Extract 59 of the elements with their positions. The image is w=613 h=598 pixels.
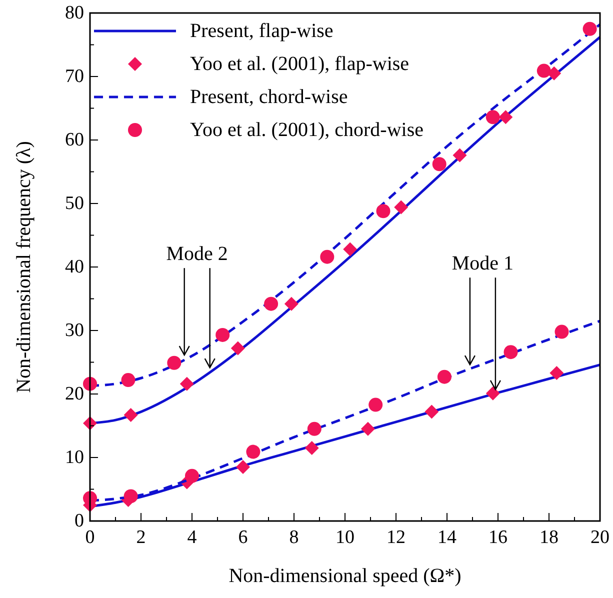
x-tick-label: 20 bbox=[590, 527, 610, 548]
x-tick-label: 4 bbox=[187, 527, 198, 548]
point bbox=[432, 157, 446, 172]
point bbox=[216, 328, 230, 342]
legend-label: Yoo et al. (2001), chord-wise bbox=[190, 119, 424, 141]
point bbox=[167, 356, 182, 370]
point bbox=[486, 110, 500, 124]
annotation: Mode 2 bbox=[166, 243, 228, 266]
x-tick-label: 16 bbox=[488, 527, 508, 548]
point bbox=[360, 422, 375, 436]
x-tick-label: 6 bbox=[238, 527, 248, 548]
y-tick-label: 70 bbox=[65, 66, 84, 87]
y-tick-label: 0 bbox=[74, 510, 84, 532]
x-tick-label: 18 bbox=[540, 527, 558, 548]
x-tick-label: 10 bbox=[336, 527, 354, 548]
point bbox=[236, 460, 250, 474]
point bbox=[486, 386, 500, 400]
legend-label: Yoo et al. (2001), flap-wise bbox=[190, 53, 410, 75]
point bbox=[376, 204, 390, 218]
point bbox=[284, 296, 298, 311]
point bbox=[582, 22, 597, 36]
point bbox=[304, 440, 319, 455]
point bbox=[320, 250, 334, 264]
y-tick-label: 30 bbox=[65, 320, 84, 341]
point bbox=[230, 341, 245, 356]
point bbox=[343, 242, 358, 256]
point bbox=[264, 296, 278, 311]
point bbox=[307, 422, 322, 436]
point bbox=[121, 373, 136, 388]
x-tick-label: 8 bbox=[289, 527, 299, 548]
point bbox=[394, 200, 408, 214]
point bbox=[368, 398, 383, 412]
x-tick-label: 14 bbox=[438, 527, 457, 548]
y-tick-label: 10 bbox=[65, 447, 84, 468]
point bbox=[536, 64, 551, 78]
point bbox=[498, 110, 513, 124]
point bbox=[437, 370, 452, 384]
y-tick-label: 50 bbox=[65, 193, 84, 214]
y-tick-label: 20 bbox=[65, 384, 84, 404]
point bbox=[554, 324, 569, 339]
x-axis-title: Non-dimensional speed (Ω*) bbox=[228, 565, 462, 587]
point bbox=[180, 376, 194, 391]
point bbox=[550, 366, 564, 380]
y-tick-label: 60 bbox=[65, 130, 84, 150]
point bbox=[246, 444, 260, 459]
point bbox=[452, 148, 467, 162]
y-tick-label: 40 bbox=[65, 256, 84, 278]
x-tick-label: 12 bbox=[386, 527, 406, 548]
point bbox=[424, 404, 439, 419]
y-axis-title: Non-dimensional frequency (λ) bbox=[13, 141, 35, 393]
point bbox=[185, 468, 199, 483]
annotation: Mode 1 bbox=[452, 252, 514, 275]
point bbox=[124, 489, 138, 504]
point bbox=[124, 408, 138, 422]
y-tick-label: 80 bbox=[65, 2, 84, 24]
legend-label: Present, flap-wise bbox=[190, 20, 334, 42]
point bbox=[504, 345, 518, 360]
legend-label: Present, chord-wise bbox=[190, 86, 348, 108]
x-tick-label: 2 bbox=[136, 527, 146, 548]
